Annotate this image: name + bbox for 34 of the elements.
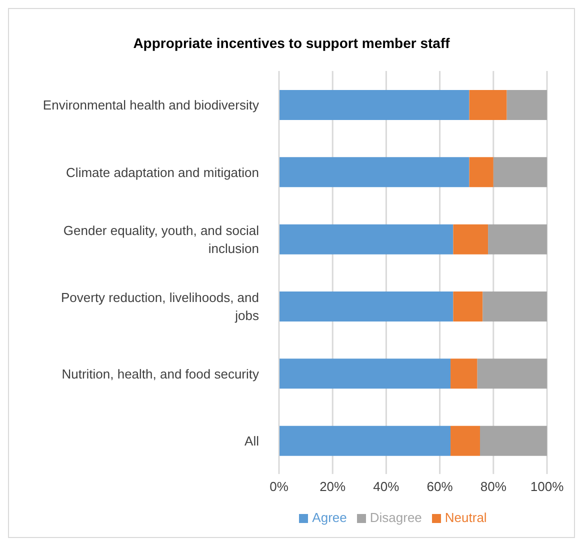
x-tick-label: 20% xyxy=(320,479,346,494)
bar xyxy=(453,292,483,322)
x-tick-label: 60% xyxy=(426,479,454,494)
bar xyxy=(488,224,547,254)
bar xyxy=(279,224,454,254)
bar xyxy=(482,292,547,322)
x-tick-label: 40% xyxy=(373,479,400,494)
legend-label: Neutral xyxy=(444,510,487,525)
y-tick-label: Nutrition, health, and food security xyxy=(62,366,260,381)
legend-label: Agree xyxy=(312,510,347,525)
bar xyxy=(279,157,470,188)
x-tick-label: 80% xyxy=(480,479,507,494)
y-tick-label: Poverty reduction, livelihoods, and jobs xyxy=(60,290,260,323)
bar xyxy=(477,358,547,389)
bar xyxy=(480,426,547,456)
bar xyxy=(279,358,451,389)
bar xyxy=(453,224,488,254)
x-tick-label: 100% xyxy=(530,479,564,494)
y-tick-label: Gender equality, youth, and social inclusion xyxy=(63,222,260,256)
bar xyxy=(450,358,478,389)
bar xyxy=(469,90,507,120)
x-tick-label: 0% xyxy=(270,479,289,494)
bar xyxy=(493,157,547,188)
bar xyxy=(279,90,470,120)
bar xyxy=(450,426,480,456)
y-tick-label: Climate adaptation and mitigation xyxy=(66,164,259,180)
y-tick-label: Environmental health and biodiversity xyxy=(42,97,260,112)
bar xyxy=(469,157,494,188)
y-tick-label: All xyxy=(244,432,260,448)
bar xyxy=(279,292,454,322)
legend-label: Disagree xyxy=(370,510,422,525)
bar xyxy=(506,90,547,120)
bar xyxy=(279,426,451,456)
chart-title: Appropriate incentives to support member staff xyxy=(132,34,451,53)
